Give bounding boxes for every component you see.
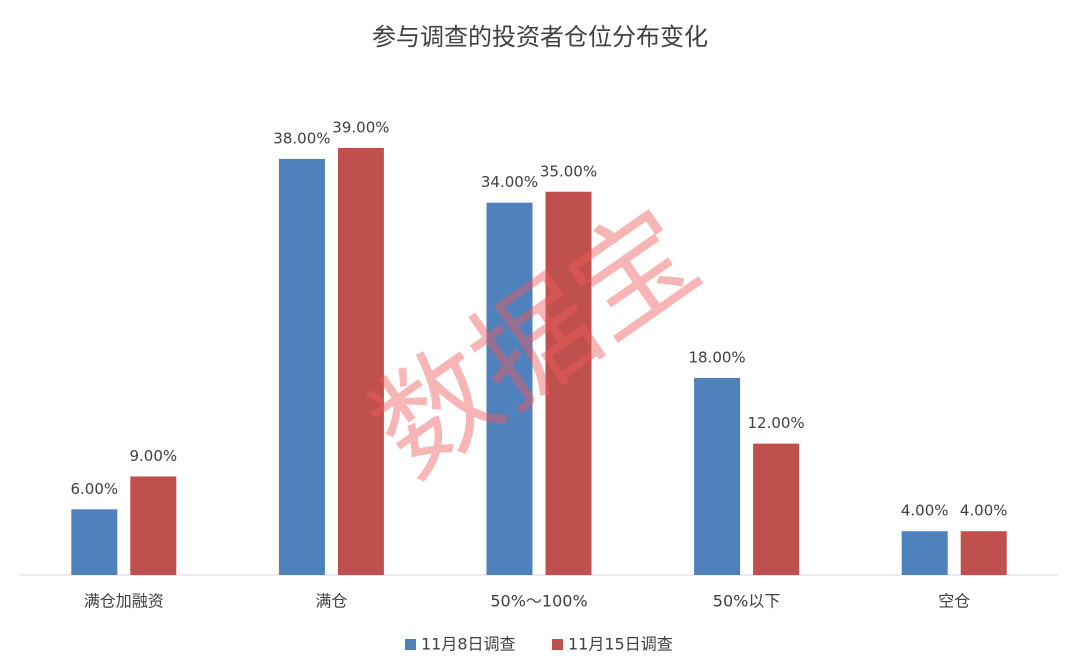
- legend-swatch: [405, 639, 416, 650]
- bar: [545, 191, 592, 575]
- bar: [71, 509, 118, 575]
- bar: [753, 443, 800, 575]
- x-tick-label: 空仓: [938, 592, 970, 611]
- value-label: 39.00%: [332, 118, 389, 136]
- value-label: 35.00%: [540, 162, 597, 180]
- bar: [130, 476, 177, 575]
- chart-title: 参与调查的投资者仓位分布变化: [372, 23, 708, 51]
- legend-label: 11月15日调查: [568, 635, 673, 654]
- value-label: 4.00%: [960, 502, 1008, 520]
- value-label: 18.00%: [688, 348, 745, 366]
- bar: [694, 377, 741, 575]
- bar: [960, 531, 1007, 575]
- value-label: 34.00%: [481, 173, 538, 191]
- x-tick-label: 50%～100%: [490, 592, 587, 611]
- value-label: 38.00%: [273, 129, 330, 147]
- bar: [901, 531, 948, 575]
- x-tick-label: 满仓加融资: [84, 592, 164, 611]
- bar: [486, 202, 533, 575]
- value-label: 9.00%: [129, 447, 177, 465]
- value-label: 6.00%: [70, 480, 118, 498]
- value-label: 4.00%: [901, 502, 949, 520]
- legend-swatch: [552, 639, 563, 650]
- value-label: 12.00%: [747, 414, 804, 432]
- bar: [337, 147, 384, 575]
- x-tick-label: 满仓: [315, 592, 347, 611]
- legend-label: 11月8日调查: [421, 635, 516, 654]
- bar: [278, 158, 325, 575]
- x-tick-label: 50%以下: [713, 592, 781, 611]
